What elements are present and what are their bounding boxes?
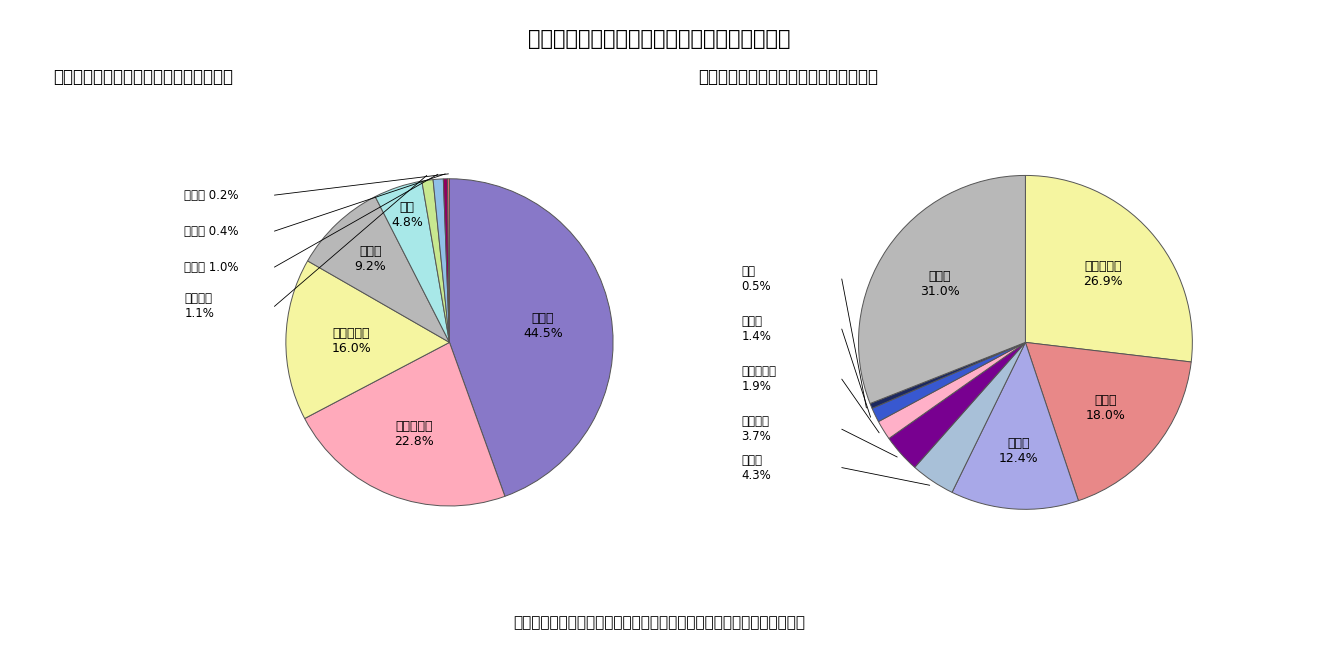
Wedge shape <box>376 181 449 342</box>
Text: ペルー
1.4%: ペルー 1.4% <box>742 315 771 343</box>
Wedge shape <box>858 176 1025 404</box>
Wedge shape <box>449 179 613 496</box>
Wedge shape <box>443 179 449 342</box>
Wedge shape <box>434 179 449 342</box>
Text: ペルー 0.4%: ペルー 0.4% <box>185 225 239 238</box>
Wedge shape <box>304 342 505 506</box>
Text: 中　国
12.4%: 中 国 12.4% <box>999 437 1039 464</box>
Text: 図２　日本人の国際結婚における配偶者の国籍: 図２ 日本人の国際結婚における配偶者の国籍 <box>527 29 791 49</box>
Text: ブラジル
1.1%: ブラジル 1.1% <box>185 293 215 320</box>
Text: 韓国・朝鮮
26.9%: 韓国・朝鮮 26.9% <box>1083 260 1123 287</box>
Text: 米　国
18.0%: 米 国 18.0% <box>1086 393 1126 422</box>
Wedge shape <box>1025 342 1191 501</box>
Wedge shape <box>915 342 1025 492</box>
Wedge shape <box>873 342 1025 422</box>
Text: タイ
4.8%: タイ 4.8% <box>391 201 423 229</box>
Text: 英　国 0.2%: 英 国 0.2% <box>185 189 239 202</box>
Wedge shape <box>878 342 1025 439</box>
Text: その他
31.0%: その他 31.0% <box>920 270 960 298</box>
Wedge shape <box>447 179 449 342</box>
Text: 英　国
4.3%: 英 国 4.3% <box>742 453 771 481</box>
Wedge shape <box>286 261 449 419</box>
Text: （ａ）　日本人男性の外国人の妻の国籍: （ａ） 日本人男性の外国人の妻の国籍 <box>53 68 233 86</box>
Text: ブラジル
3.7%: ブラジル 3.7% <box>742 415 771 443</box>
Wedge shape <box>952 342 1078 509</box>
Text: （ｂ）　日本人女性の外国人の夫の国籍: （ｂ） 日本人女性の外国人の夫の国籍 <box>699 68 879 86</box>
Text: （資料）　厘生労働省「人口動態統計」から、ニッセイ基礎研究所作成: （資料） 厘生労働省「人口動態統計」から、ニッセイ基礎研究所作成 <box>513 615 805 630</box>
Wedge shape <box>888 342 1025 467</box>
Text: フィリピン
22.8%: フィリピン 22.8% <box>394 420 434 448</box>
Text: フィリピン
1.9%: フィリピン 1.9% <box>742 365 776 393</box>
Wedge shape <box>1025 176 1193 362</box>
Wedge shape <box>307 196 449 342</box>
Wedge shape <box>870 342 1025 408</box>
Wedge shape <box>422 180 449 342</box>
Text: 中　国
44.5%: 中 国 44.5% <box>523 312 563 340</box>
Text: 韓国・朝鮮
16.0%: 韓国・朝鮮 16.0% <box>331 326 372 355</box>
Text: タイ
0.5%: タイ 0.5% <box>742 265 771 293</box>
Text: 米　国 1.0%: 米 国 1.0% <box>185 260 239 274</box>
Text: その他
9.2%: その他 9.2% <box>355 245 386 273</box>
